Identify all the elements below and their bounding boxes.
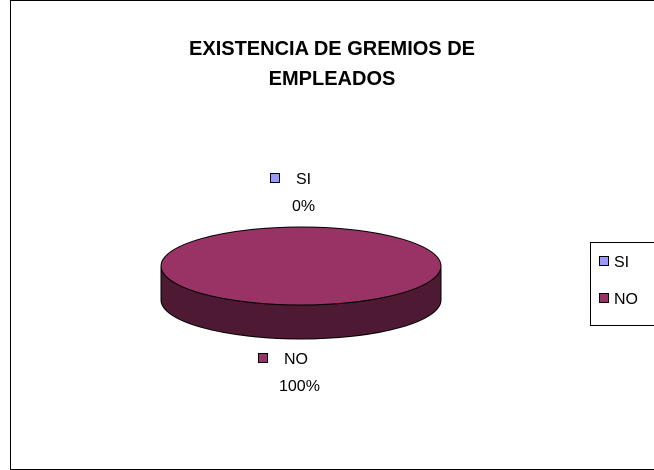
legend-item-no: NO [599, 290, 638, 310]
legend-swatch-no [599, 292, 609, 303]
pie-slice-no [160, 226, 442, 306]
data-label-no-value: 100% [279, 378, 320, 395]
pie-group [160, 226, 442, 340]
data-label-no: NO 100% [258, 350, 368, 397]
pie-chart [160, 226, 442, 340]
data-label-no-category: NO [284, 351, 308, 368]
legend-swatch-si [599, 255, 609, 266]
legend-item-si: SI [599, 253, 629, 273]
legend-label-no: NO [614, 291, 638, 308]
data-label-si-category: SI [296, 171, 312, 188]
legend: SI NO [590, 242, 654, 326]
chart-title-line-2: EMPLEADOS [268, 68, 396, 90]
data-label-no-key [258, 352, 268, 363]
data-label-si-value: 0% [292, 198, 316, 215]
chart-title: EXISTENCIA DE GREMIOS DE EMPLEADOS [120, 34, 544, 94]
data-label-si: SI 0% [270, 170, 360, 217]
chart-title-line-1: EXISTENCIA DE GREMIOS DE [189, 38, 475, 60]
data-label-si-key [270, 172, 280, 183]
legend-label-si: SI [614, 254, 630, 271]
